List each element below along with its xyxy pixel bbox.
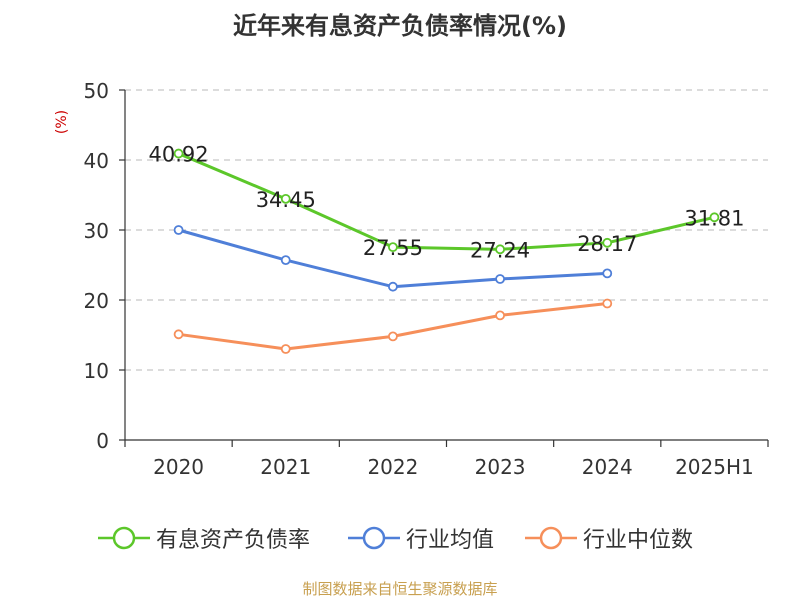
legend-label: 行业均值 (406, 528, 495, 553)
data-label: 40.92 (149, 143, 209, 167)
series-line (178, 302, 608, 351)
data-point (709, 212, 720, 223)
data-point (173, 148, 184, 159)
data-label: 27.24 (470, 238, 530, 262)
legend-item-series-2[interactable]: 行业均值 (348, 520, 494, 556)
x-tick-label: 2023 (475, 455, 526, 479)
data-point (495, 274, 505, 284)
line-chart: 0 10 20 30 40 50 2020 2021 2022 2023 2024 2025H1 40… (84, 79, 769, 479)
x-tick-label: 2025H1 (675, 455, 754, 479)
x-tick-label: 2020 (153, 455, 204, 479)
legend: 有息资产负债率 行业均值 行业中位数 (0, 520, 800, 556)
legend-item-series-3[interactable]: 行业中位数 (525, 520, 693, 556)
data-label: 31.81 (684, 206, 744, 230)
data-label: 28.17 (577, 232, 637, 256)
legend-marker-green (98, 526, 150, 550)
data-point (388, 281, 398, 292)
data-label: 34.45 (256, 188, 316, 212)
data-point (388, 242, 398, 253)
gridlines (125, 89, 768, 371)
series-line (177, 152, 715, 251)
data-point (173, 329, 184, 340)
legend-marker-blue (348, 526, 400, 550)
x-tick-label: 2021 (260, 455, 311, 479)
y-tick-label: 20 (84, 289, 109, 313)
y-tick-label: 50 (84, 79, 109, 103)
legend-label: 有息资产负债率 (156, 528, 311, 553)
data-point (388, 331, 398, 342)
y-tick-label: 10 (84, 359, 109, 383)
series (173, 148, 720, 354)
axes: 0 10 20 30 40 50 2020 2021 2022 2023 2024 2025H1 (84, 79, 769, 479)
x-tick-label: 2024 (582, 455, 633, 479)
data-point (280, 344, 291, 354)
x-tick-label: 2022 (367, 455, 418, 479)
data-point (173, 225, 184, 235)
data-point (495, 310, 505, 321)
data-point (602, 298, 613, 309)
y-tick-label: 0 (96, 429, 109, 453)
data-point (280, 255, 291, 266)
data-point (602, 237, 613, 248)
data-point (602, 268, 613, 279)
data-point (495, 244, 505, 255)
data-labels: 40.92 34.45 27.55 27.24 28.17 31.81 (149, 143, 745, 263)
chart-title: 近年来有息资产负债率情况(%) (233, 12, 567, 40)
y-tick-label: 30 (84, 219, 109, 243)
source-note: 制图数据来自恒生聚源数据库 (302, 580, 498, 598)
legend-label: 行业中位数 (583, 528, 694, 553)
legend-item-series-1[interactable]: 有息资产负债率 (98, 520, 310, 556)
data-label: 27.55 (363, 236, 423, 260)
data-point (280, 193, 291, 204)
y-tick-label: 40 (84, 149, 109, 173)
legend-marker-orange (525, 526, 577, 550)
